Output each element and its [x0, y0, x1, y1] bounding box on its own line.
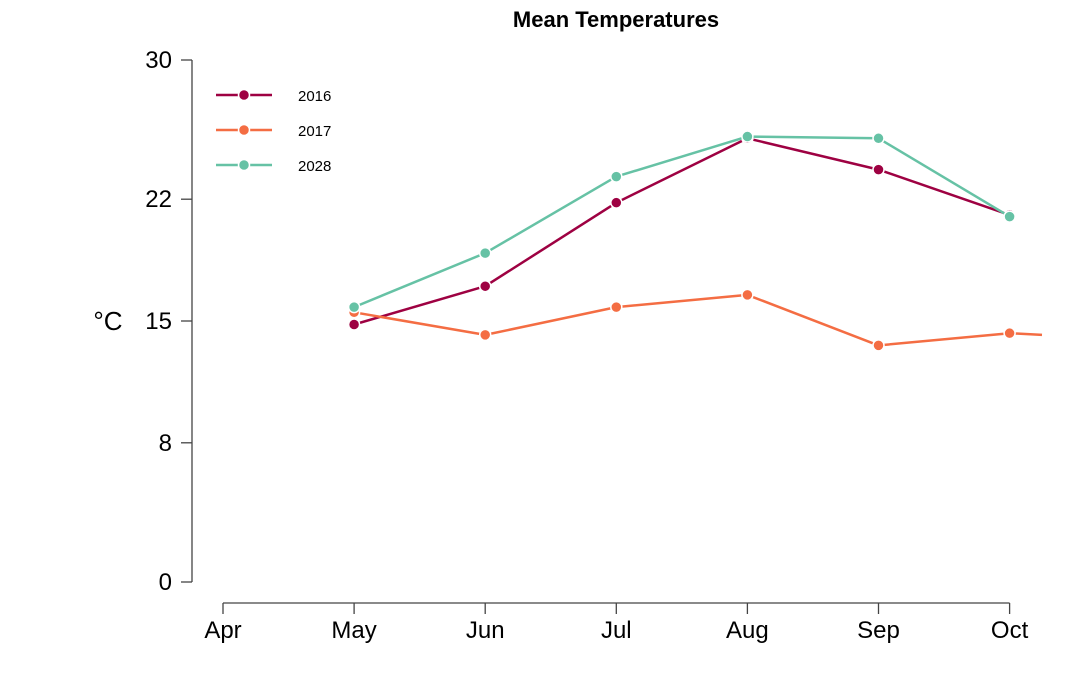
x-tick-label: Jul [601, 617, 632, 644]
legend-label: 2016 [298, 88, 331, 105]
x-axis: Apr May Jun Jul Aug Sep Oct [204, 602, 1029, 644]
data-point [478, 328, 492, 342]
data-point [1003, 210, 1016, 223]
x-tick-label: Apr [204, 617, 241, 644]
legend-label: 2017 [298, 123, 331, 140]
data-point [478, 279, 492, 293]
x-tick-label: Aug [726, 617, 769, 644]
data-point [347, 300, 361, 314]
data-point [741, 288, 754, 302]
series-line [353, 293, 1043, 347]
series-2028 [347, 130, 1016, 314]
chart-title: Mean Temperatures [513, 7, 719, 32]
legend-label: 2028 [298, 158, 331, 175]
data-point [610, 300, 623, 314]
series-layer [347, 130, 1043, 352]
series-line [353, 137, 1011, 326]
data-point [610, 196, 623, 209]
data-point [872, 163, 885, 176]
y-axis: 0 8 15 22 30 [145, 47, 193, 596]
data-point [610, 170, 623, 183]
legend-item: 2016 [216, 88, 331, 105]
legend-marker [237, 158, 251, 172]
legend-item: 2017 [216, 123, 331, 140]
y-tick-label: 0 [159, 569, 172, 596]
data-point [478, 246, 492, 260]
data-point [741, 130, 754, 143]
legend: 2016 2017 2028 [216, 88, 331, 175]
series-line [353, 135, 1011, 309]
legend-item: 2028 [216, 158, 331, 175]
x-tick-label: Jun [466, 617, 505, 644]
data-point [347, 318, 361, 331]
legend-marker [237, 88, 251, 102]
x-tick-label: Sep [857, 617, 900, 644]
y-tick-label: 8 [159, 430, 172, 457]
x-tick-label: May [331, 617, 376, 644]
x-tick-label: Oct [991, 617, 1029, 644]
y-tick-label: 22 [145, 186, 172, 213]
y-tick-label: 15 [145, 308, 172, 335]
y-axis-label: °C [93, 306, 122, 336]
data-point [872, 339, 885, 352]
data-point [872, 132, 885, 145]
series-2017 [347, 288, 1043, 352]
data-point [1003, 326, 1016, 340]
legend-marker [237, 123, 251, 137]
y-tick-label: 30 [145, 47, 172, 74]
